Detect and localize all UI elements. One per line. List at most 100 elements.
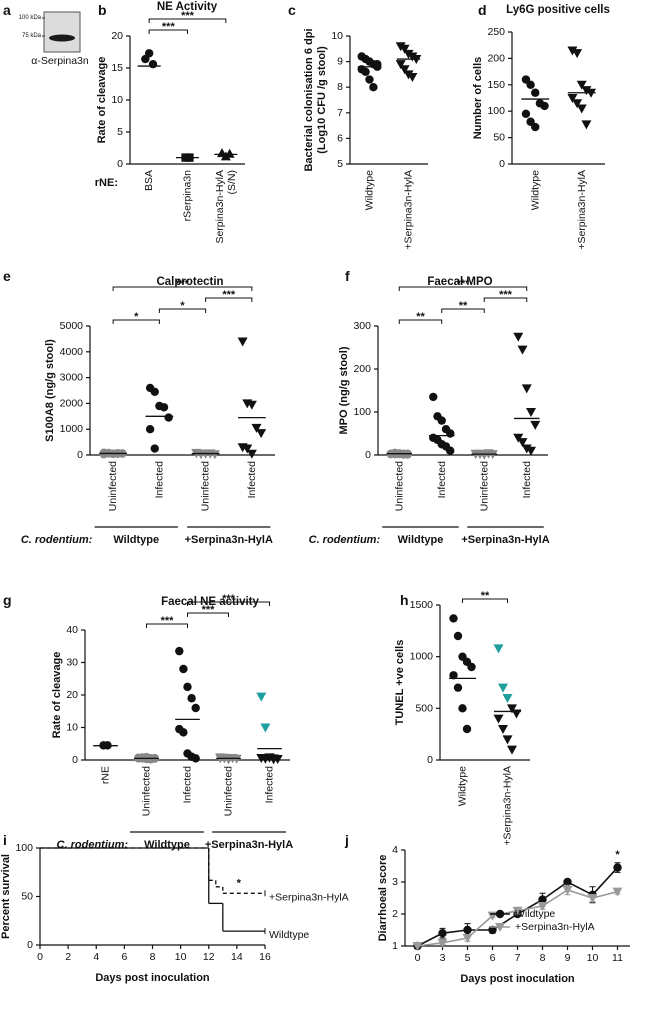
- point: [251, 423, 262, 433]
- significance-bracket: [205, 297, 253, 302]
- point: [581, 120, 592, 130]
- significance-label: **: [481, 590, 490, 602]
- x-tick-label: 12: [203, 951, 215, 963]
- y-tick-label: 30: [66, 657, 78, 669]
- point: [148, 59, 158, 69]
- point: [463, 925, 472, 935]
- x-tick-label: 10: [175, 951, 187, 963]
- x-tick-label: +Serpina3n-HylA: [502, 766, 514, 846]
- row-label: C. rodentium:: [57, 839, 129, 851]
- y-tick-label: 15: [111, 62, 123, 74]
- point: [361, 67, 370, 77]
- point: [449, 614, 458, 623]
- y-tick-label: 3000: [60, 372, 84, 384]
- point: [144, 49, 154, 58]
- point: [531, 122, 540, 132]
- x-tick-label: rNE: [100, 766, 112, 784]
- significance-label: ***: [181, 10, 195, 22]
- group-label: Wildtype: [144, 839, 190, 851]
- point: [246, 449, 257, 459]
- x-tick-label: 2: [65, 951, 71, 963]
- x-tick-label: rSerpina3n: [182, 170, 194, 222]
- point: [164, 413, 173, 422]
- x-tick-label: 7: [515, 952, 521, 964]
- point: [538, 895, 547, 904]
- point: [183, 682, 192, 692]
- legend-marker: [495, 909, 505, 919]
- x-tick-label: Uninfected: [223, 766, 235, 816]
- x-tick-label: BSA: [143, 170, 155, 191]
- y-tick-label: 1000: [410, 651, 434, 663]
- y-tick-label: 0: [499, 158, 505, 170]
- point: [512, 906, 523, 916]
- significance-label: ***: [457, 278, 471, 290]
- x-tick-label: Serpina3n-HylA(S/N): [214, 170, 238, 244]
- x-tick-label: 10: [587, 952, 599, 964]
- x-tick-label: Uninfected: [393, 461, 405, 511]
- x-tick-label: Uninfected: [200, 461, 212, 511]
- y-tick-label: 10: [111, 94, 123, 106]
- y-tick-label: 5: [337, 158, 343, 170]
- point: [159, 403, 169, 412]
- y-tick-label: 0: [27, 939, 33, 951]
- y-tick-label: 250: [487, 26, 505, 38]
- y-tick-label: 2: [392, 908, 398, 920]
- x-tick-label: Infected: [521, 461, 533, 499]
- point: [458, 704, 467, 713]
- x-tick-label: 8: [540, 952, 546, 964]
- y-tick-label: 200: [487, 52, 505, 64]
- x-tick-label: Wildtype: [457, 766, 469, 806]
- point: [517, 345, 528, 355]
- blot-label: α-Serpina3n: [31, 55, 89, 67]
- point: [513, 332, 524, 342]
- panel-letter: j: [344, 832, 349, 848]
- y-tick-label: 1000: [60, 423, 84, 435]
- point: [562, 886, 573, 895]
- significance-bracket: [112, 319, 160, 324]
- x-tick-label: Uninfected: [107, 461, 119, 511]
- y-tick-label: 10: [331, 30, 343, 42]
- x-tick-label: Infected: [153, 461, 165, 499]
- y-axis-label: Percent survival: [0, 854, 12, 939]
- x-tick-label: 6: [121, 951, 127, 963]
- significance-bracket: [148, 18, 227, 23]
- significance-bracket: [483, 297, 528, 302]
- point: [438, 929, 447, 938]
- point: [449, 671, 458, 680]
- y-tick-label: 9: [337, 56, 343, 68]
- point: [576, 104, 587, 114]
- x-tick-label: 0: [37, 951, 43, 963]
- panel-letter: g: [3, 592, 12, 608]
- significance-label: ***: [162, 21, 176, 33]
- significance-label: **: [416, 311, 425, 323]
- label-line: Serpina3n-HylA: [214, 170, 226, 244]
- chart-title: Faecal MPO: [427, 276, 492, 288]
- point: [467, 662, 476, 672]
- point: [191, 703, 200, 713]
- x-tick-label: 11: [612, 952, 623, 964]
- significance-bracket: [187, 601, 270, 606]
- point: [493, 714, 504, 724]
- point: [256, 429, 267, 439]
- blot: [43, 11, 81, 53]
- y-tick-label: 0: [117, 158, 123, 170]
- significance-bracket: [158, 308, 207, 313]
- significance-bracket: [462, 598, 508, 603]
- x-tick-label: Infected: [246, 461, 258, 499]
- point: [526, 80, 535, 90]
- point: [395, 60, 406, 70]
- group-label: Wildtype: [398, 534, 444, 546]
- y-axis-label: Number of cells: [472, 57, 484, 140]
- y-tick-label: 10: [66, 722, 78, 734]
- point: [526, 408, 536, 417]
- chart-title: NE Activity: [157, 1, 218, 13]
- significance-bracket: [187, 612, 229, 617]
- marker-label: 100 kDa: [19, 15, 42, 21]
- x-tick-label: 6: [490, 952, 496, 964]
- x-tick-label: +Serpina3n-HylA: [403, 170, 415, 250]
- panel-letter: b: [98, 2, 107, 18]
- y-tick-label: 4: [392, 844, 398, 856]
- point: [179, 728, 188, 737]
